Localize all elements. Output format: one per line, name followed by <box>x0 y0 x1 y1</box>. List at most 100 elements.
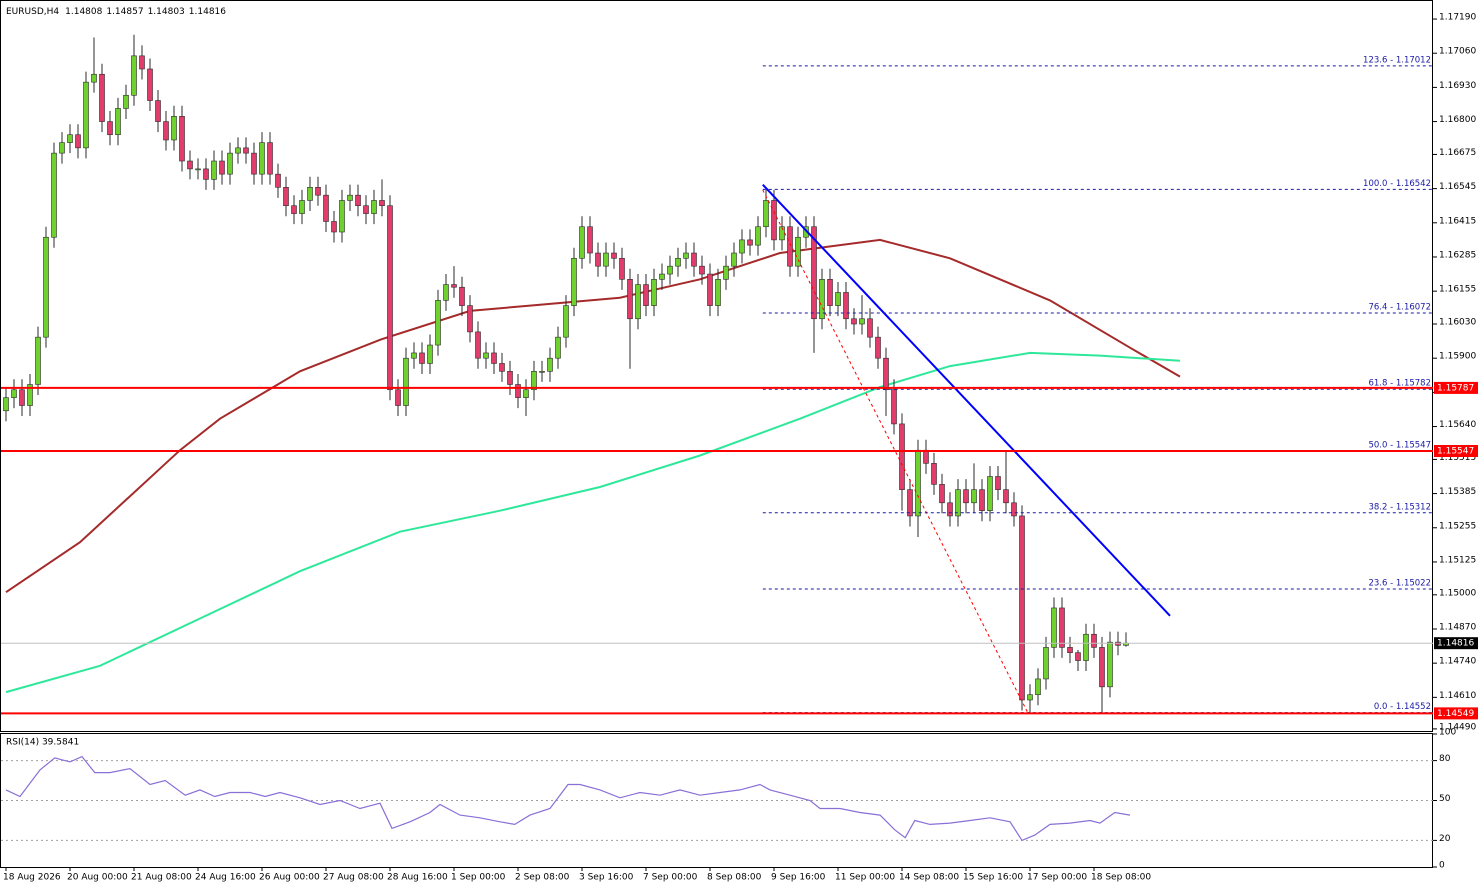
candle-body <box>619 257 625 280</box>
y-tick-label: 1.14490 <box>1439 722 1476 732</box>
x-tick-label: 27 Aug 08:00 <box>323 873 384 883</box>
candle-body <box>323 194 329 222</box>
y-tick-label: 1.14870 <box>1439 622 1476 632</box>
candle-body <box>1083 633 1089 661</box>
candle-body <box>635 284 641 320</box>
trend-line <box>762 184 1171 617</box>
y-tick-label: 0 <box>1439 861 1445 871</box>
candle-body <box>811 226 817 320</box>
candle-body <box>139 55 145 70</box>
candle-body <box>459 286 465 306</box>
candle-body <box>1099 647 1105 688</box>
candle-body <box>387 205 393 391</box>
x-tick-label: 14 Sep 08:00 <box>899 873 959 883</box>
candle-body <box>203 168 209 180</box>
candle-body <box>867 318 873 338</box>
candle-body <box>507 371 513 385</box>
candle-body <box>923 449 929 464</box>
fib-label: 23.6 - 1.15022 <box>1368 579 1431 589</box>
candle-body <box>547 357 553 372</box>
candle-body <box>1035 678 1041 696</box>
candle-body <box>83 81 89 149</box>
candle-body <box>115 108 121 136</box>
candle-body <box>267 142 273 175</box>
candle-body <box>1115 641 1121 646</box>
candle-body <box>683 252 689 259</box>
y-tick-label: 1.16930 <box>1439 81 1476 91</box>
candle-body <box>219 160 225 175</box>
x-tick-label: 9 Sep 16:00 <box>771 873 826 883</box>
candle-body <box>979 489 985 511</box>
candle-body <box>283 187 289 207</box>
candle-body <box>339 200 345 233</box>
candle-body <box>587 226 593 254</box>
candle-body <box>1011 502 1017 517</box>
candle-body <box>875 336 881 359</box>
candle-body <box>851 318 857 325</box>
candle-body <box>403 357 409 406</box>
candle-body <box>179 116 185 162</box>
candle-body <box>227 152 233 175</box>
candle-body <box>707 273 713 306</box>
candle-body <box>1003 489 1009 504</box>
candle-body <box>603 252 609 267</box>
y-tick-label: 20 <box>1439 834 1451 844</box>
plot-layer: 1.17190 1.17060 1.16930 1.16800 1.16675 1.165… <box>1 13 1478 883</box>
candle-body <box>843 292 849 320</box>
x-tick-label: 21 Aug 08:00 <box>131 873 192 883</box>
candle-body <box>667 265 673 275</box>
trend-line <box>762 189 1029 714</box>
candle-body <box>347 194 353 201</box>
y-tick-label: 1.15900 <box>1439 352 1476 362</box>
rsi-line <box>5 755 1131 842</box>
x-tick-label: 2 Sep 08:00 <box>515 873 570 883</box>
candle-body <box>955 489 961 517</box>
y-tick-label: 1.15125 <box>1439 555 1476 565</box>
candle-body <box>531 371 537 391</box>
candle-body <box>523 389 529 398</box>
candle-body <box>35 336 41 385</box>
x-tick-label: 17 Sep 00:00 <box>1027 873 1087 883</box>
fib-label: 76.4 - 1.16072 <box>1368 302 1431 312</box>
x-tick-label: 3 Sep 16:00 <box>579 873 634 883</box>
candle-body <box>891 389 897 425</box>
candle-body <box>715 279 721 306</box>
y-tick-label: 1.16545 <box>1439 182 1476 192</box>
y-tick-label: 80 <box>1439 754 1451 764</box>
candle-body <box>835 292 841 306</box>
candle-body <box>883 357 889 391</box>
candle-body <box>3 397 9 412</box>
candle-body <box>235 147 241 154</box>
y-tick-label: 1.16285 <box>1439 250 1476 260</box>
candle-body <box>331 221 337 233</box>
candle-body <box>195 168 201 171</box>
candle-body <box>787 226 793 267</box>
candle-body <box>155 100 161 122</box>
x-tick-label: 26 Aug 00:00 <box>259 873 320 883</box>
candle-body <box>595 252 601 267</box>
rsi-title: RSI(14) 39.5841 <box>6 738 79 748</box>
candle-body <box>163 121 169 141</box>
y-tick-label: 1.16415 <box>1439 216 1476 226</box>
fib-label: 38.2 - 1.15312 <box>1368 502 1431 512</box>
candle-body <box>675 257 681 267</box>
price-label: 1.15787 <box>1437 383 1474 393</box>
y-tick-label: 1.16155 <box>1439 285 1476 295</box>
candle-body <box>763 200 769 228</box>
candle-body <box>99 73 105 122</box>
last-open: 1.14808 <box>65 7 102 17</box>
candle-body <box>307 187 313 201</box>
candle-body <box>819 279 825 320</box>
y-tick-label: 1.16800 <box>1439 115 1476 125</box>
candle-body <box>499 363 505 372</box>
y-tick-label: 50 <box>1439 794 1451 804</box>
price-panel-frame <box>0 0 1433 732</box>
last-close: 1.14816 <box>189 7 226 17</box>
candle-body <box>371 200 377 214</box>
candle-body <box>995 476 1001 490</box>
x-tick-label: 24 Aug 16:00 <box>195 873 256 883</box>
candle-body <box>939 484 945 504</box>
y-tick-label: 1.14740 <box>1439 657 1476 667</box>
